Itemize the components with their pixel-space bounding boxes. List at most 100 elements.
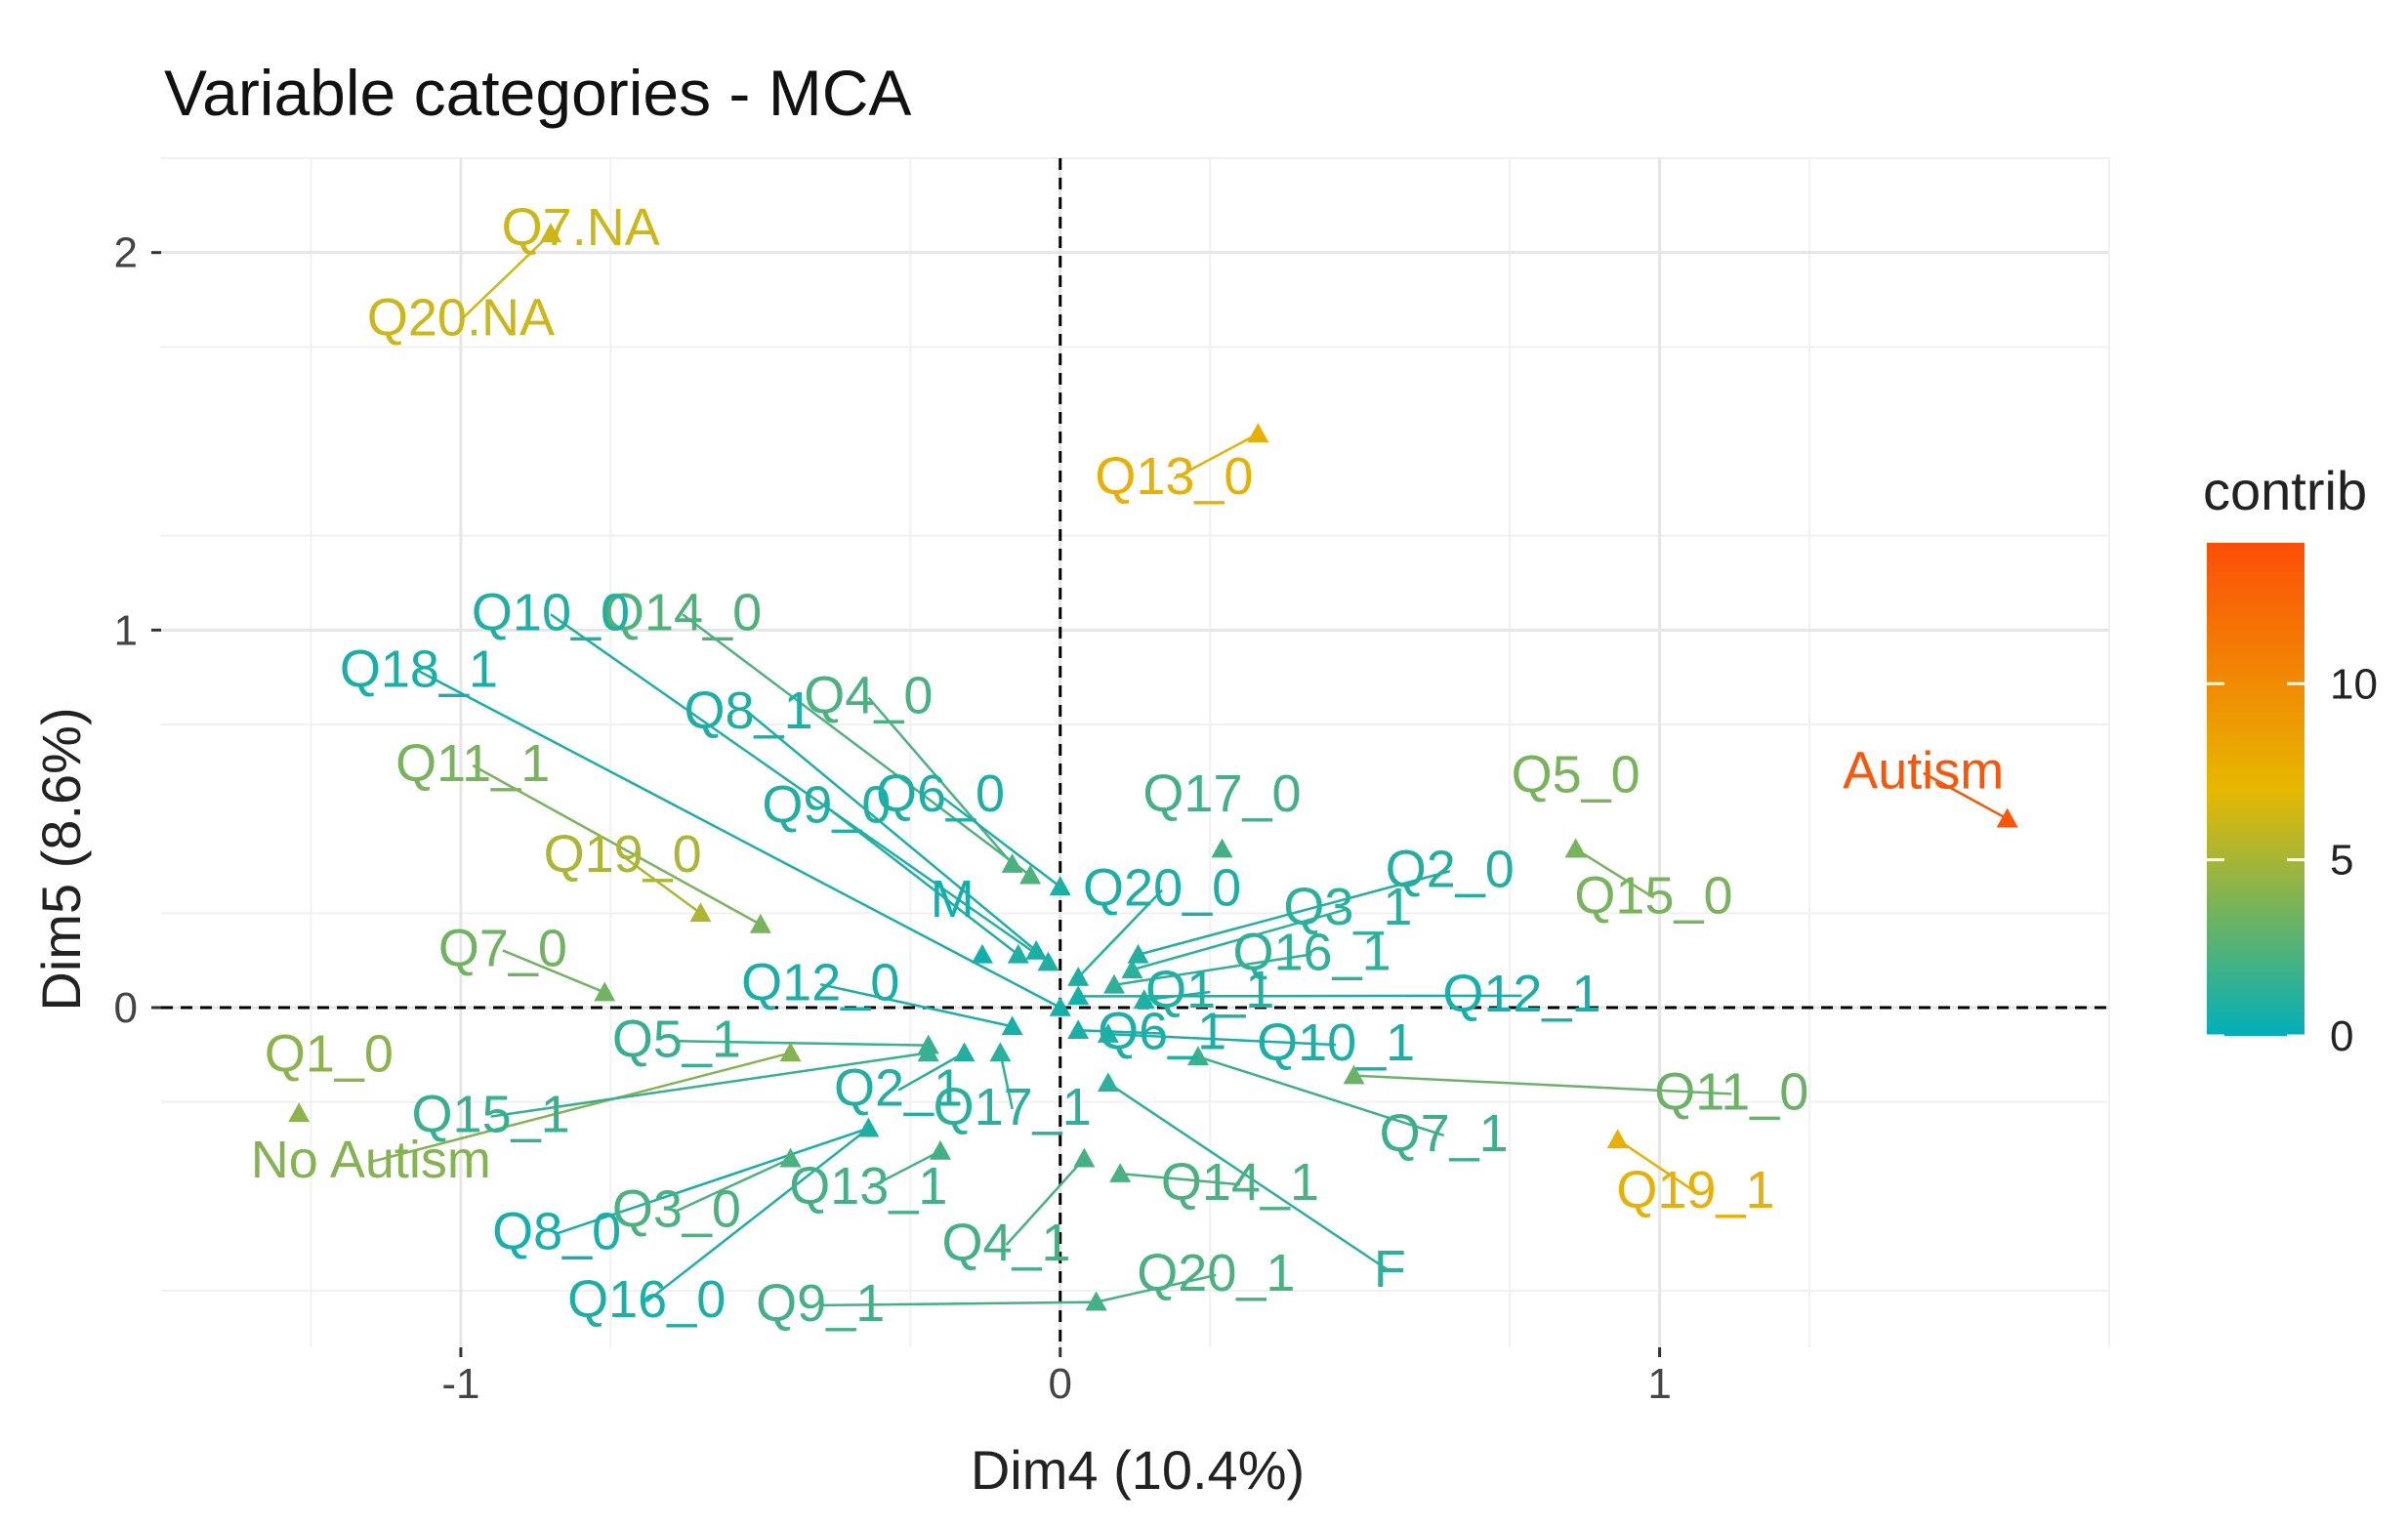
point-label: Q15_1 [412,1086,570,1144]
point-label: Q20_1 [1137,1244,1295,1302]
point-label: Q20.NA [367,289,555,348]
point-label: Q6_0 [876,764,1005,823]
leader-line [820,1300,1097,1307]
x-tick-label: 0 [1049,1360,1072,1408]
point-label: Q8_0 [492,1202,621,1260]
point-label: Q19_1 [1616,1161,1774,1219]
leader-line [1077,888,1164,978]
point-marker [1049,876,1071,896]
point-marker [1097,1072,1119,1093]
leader-line [556,1127,869,1235]
leader-line [1616,1138,1697,1193]
point-label: Q1_1 [1145,961,1274,1019]
leader-line [1138,870,1451,957]
point-label: Q8_1 [685,681,813,740]
point-label: Q19_0 [544,825,702,884]
point-marker [779,1147,802,1168]
leader-line [1078,1028,1163,1035]
point-marker [1037,951,1059,971]
legend-tick-label: 10 [2330,660,2378,708]
point-marker [857,1117,880,1137]
point-marker [1606,1129,1629,1149]
leader-line [1575,847,1655,899]
point-marker [1019,864,1042,885]
point-marker [953,1042,976,1062]
point-label: Q4_1 [941,1214,1070,1272]
point-label: Q17_0 [1142,764,1301,823]
leader-line [676,1157,792,1213]
point-marker [971,943,993,964]
point-marker [917,1042,939,1062]
point-label: Q17_1 [934,1078,1092,1136]
x-tick-label: -1 [441,1360,479,1408]
point-label: Q14_1 [1161,1153,1319,1212]
leader-line [550,613,1050,964]
point-marker [1127,943,1149,964]
point-marker [1103,973,1126,994]
point-label: Q15_0 [1574,866,1732,925]
y-axis-title: Dim5 (8.6%) [30,707,92,1011]
point-marker [749,913,771,933]
leader-line [621,854,702,915]
point-label: Q4_0 [804,666,933,724]
point-label: Q9_1 [756,1274,885,1333]
leader-line [676,1040,929,1047]
point-marker [1247,423,1269,443]
leader-line [1113,953,1312,987]
leader-line [645,1127,870,1303]
point-marker [1025,940,1048,960]
point-label: Q16_1 [1233,923,1391,981]
chart-title: Variable categories - MCA [164,57,911,129]
leader-line [682,613,1031,877]
point-label: Q16_0 [567,1270,726,1329]
leader-line [460,232,552,321]
point-label: M [931,870,975,929]
point-marker [1133,989,1155,1010]
point-label: Q20_0 [1083,859,1241,918]
point-marker [989,1042,1012,1062]
leader-line [1005,1157,1086,1246]
point-label: Q7_0 [438,919,567,977]
leader-line [472,764,762,927]
point-label: Q10_0 [472,583,630,641]
point-marker [1067,1019,1090,1039]
point-marker [689,902,712,923]
point-marker [1001,1015,1023,1036]
point-label: Q7_1 [1380,1104,1509,1163]
point-marker [1049,997,1071,1016]
leader-line [1107,1032,1337,1047]
point-label: Q13_0 [1095,447,1253,506]
legend-tick-label: 0 [2330,1012,2353,1060]
leader-line [502,949,605,994]
point-marker [1121,959,1143,979]
leader-line [1353,1074,1732,1095]
point-label: No Autism [251,1131,491,1189]
point-marker [1211,838,1233,858]
leader-line [825,805,1019,956]
point-marker [1564,838,1587,858]
leader-line [1107,1082,1391,1273]
point-marker [779,1042,802,1062]
point-label: Q14_0 [603,583,762,641]
y-tick-label: 2 [114,229,138,277]
color-legend: contrib 0 5 10 [2203,460,2378,1060]
leader-line [1078,994,1522,998]
leader-line [867,1149,941,1190]
point-label: Q1_0 [265,1025,394,1084]
plot-area: -1 0 1 0 1 2 Q7.NA Q20.NA Q13_0 Autism Q19_1 Q19_0 Q… [114,157,2110,1408]
leader-line [1197,1055,1445,1137]
point-marker [594,981,616,1002]
leader-line [897,1052,966,1092]
leader-line [418,670,1061,1010]
y-tick-label: 1 [114,606,138,654]
point-marker [1996,807,2018,828]
leader-line [1173,433,1259,480]
point-marker [1067,967,1090,986]
point-label: Q11_1 [395,734,550,793]
point-label: Autism [1843,742,2004,801]
point-label: Q18_1 [340,640,498,698]
point-label: Q5_1 [612,1010,741,1068]
point-marker [1085,1291,1107,1311]
y-tick-label: 0 [114,984,138,1032]
point-label: Q3_1 [1283,878,1412,936]
